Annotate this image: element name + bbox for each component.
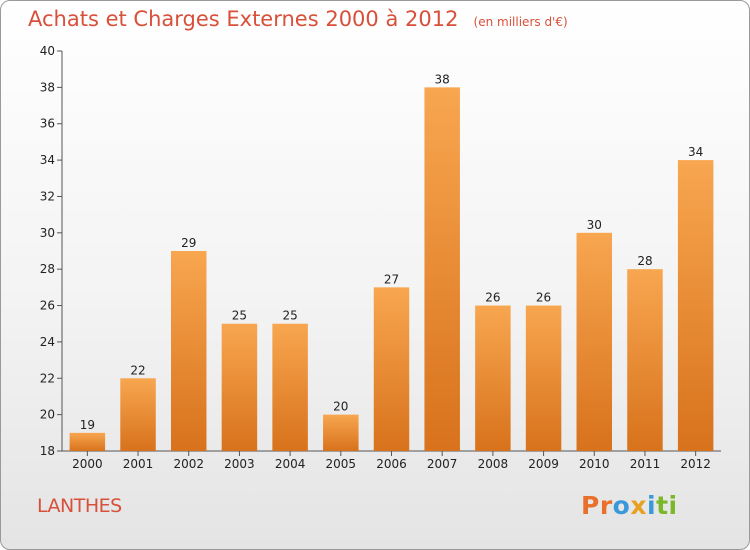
data-label: 27	[384, 272, 399, 286]
logo-letter: x	[630, 491, 647, 520]
logo-letter: o	[612, 491, 631, 520]
logo-letter: P	[581, 491, 600, 520]
bar	[323, 414, 359, 451]
town-name: LANTHES	[37, 495, 122, 517]
data-label: 25	[232, 309, 247, 323]
y-tick-label: 36	[40, 117, 55, 131]
y-tick-label: 32	[40, 189, 55, 203]
x-tick-label: 2005	[326, 457, 357, 471]
bar	[272, 323, 308, 451]
logo-letter: i	[647, 491, 657, 520]
y-tick-label: 20	[40, 408, 55, 422]
y-tick-label: 26	[40, 299, 55, 313]
chart-title: Achats et Charges Externes 2000 à 2012	[28, 7, 459, 31]
data-label: 25	[282, 309, 297, 323]
y-tick-label: 30	[40, 226, 55, 240]
bar	[677, 160, 714, 451]
x-tick-label: 2007	[427, 457, 458, 471]
bar	[424, 87, 460, 451]
bar	[576, 232, 613, 451]
x-tick-label: 2002	[173, 457, 204, 471]
chart-unit: (en milliers d'€)	[473, 15, 568, 29]
bar	[170, 251, 207, 451]
x-tick-label: 2010	[579, 457, 610, 471]
x-tick-label: 2011	[630, 457, 661, 471]
x-tick-label: 2001	[123, 457, 154, 471]
x-tick-label: 2004	[275, 457, 306, 471]
data-label: 28	[637, 254, 652, 268]
y-tick-label: 38	[40, 80, 55, 94]
data-label: 19	[80, 418, 95, 432]
x-tick-label: 2006	[376, 457, 407, 471]
logo-letter: r	[599, 491, 613, 520]
bar	[373, 287, 410, 451]
bar	[120, 378, 156, 451]
data-label: 29	[181, 236, 196, 250]
data-label: 22	[130, 363, 145, 377]
chart-header: Achats et Charges Externes 2000 à 2012 (…	[28, 7, 568, 31]
y-tick-label: 28	[40, 262, 55, 276]
data-label: 34	[688, 145, 703, 159]
logo-letter: t	[656, 491, 669, 520]
bar	[69, 432, 106, 451]
bar	[627, 269, 663, 451]
data-label: 20	[333, 400, 348, 414]
data-label: 26	[485, 291, 500, 305]
data-label: 38	[435, 72, 450, 86]
y-tick-label: 34	[40, 153, 55, 167]
data-label: 26	[536, 291, 551, 305]
x-tick-label: 2012	[680, 457, 711, 471]
data-label: 30	[587, 218, 602, 232]
logo-letter: i	[668, 491, 678, 520]
y-tick-label: 24	[40, 335, 55, 349]
x-tick-label: 2000	[72, 457, 103, 471]
bar	[221, 323, 258, 451]
y-tick-label: 40	[40, 44, 55, 58]
x-tick-label: 2003	[224, 457, 255, 471]
x-tick-label: 2009	[528, 457, 559, 471]
bar	[525, 305, 562, 451]
x-tick-label: 2008	[478, 457, 509, 471]
y-tick-label: 22	[40, 371, 55, 385]
y-tick-label: 18	[40, 444, 55, 458]
bar	[475, 305, 511, 451]
proxiti-logo: Proxiti	[581, 491, 678, 520]
